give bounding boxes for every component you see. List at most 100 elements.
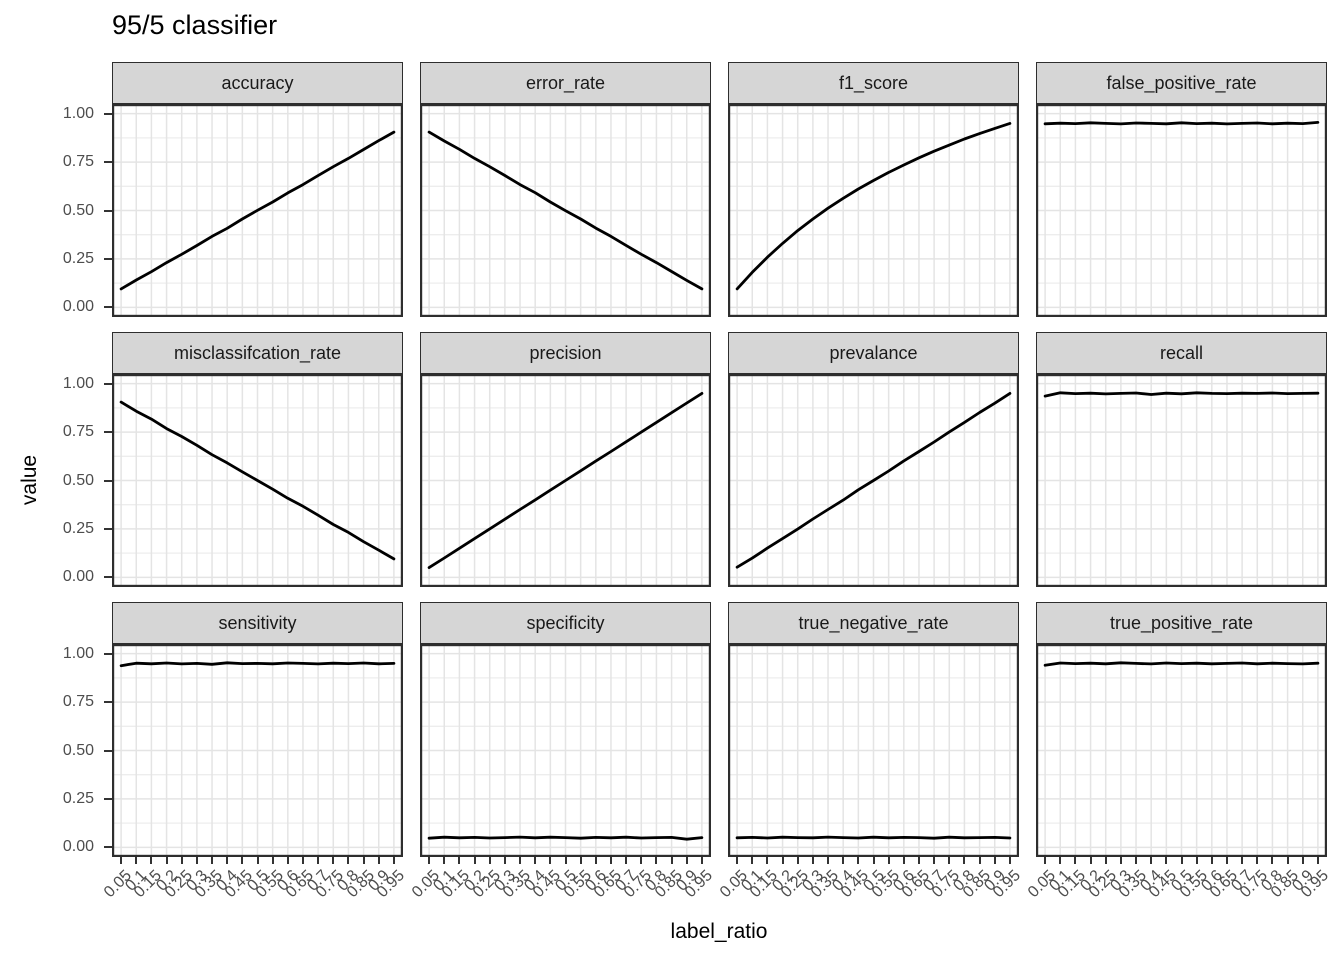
x-tick-mark <box>443 857 446 864</box>
x-tick-mark <box>301 857 304 864</box>
x-tick-mark <box>473 857 476 864</box>
y-tick-mark <box>104 431 112 434</box>
x-tick-mark <box>150 857 153 864</box>
x-tick-mark <box>796 857 799 864</box>
line-f1_score <box>735 121 1012 291</box>
y-tick-label: 0.00 <box>62 298 94 316</box>
y-tick-label: 0.50 <box>62 471 94 489</box>
facet-precision: precision <box>420 332 711 587</box>
y-tick-label: 1.00 <box>62 644 94 662</box>
line-error_rate <box>427 130 704 291</box>
x-tick-mark <box>1241 857 1244 864</box>
x-tick-mark <box>1165 857 1168 864</box>
facet-strip-label: false_positive_rate <box>1106 72 1257 93</box>
facet-panel-prevalance <box>728 374 1019 587</box>
y-tick-label: 0.75 <box>62 693 94 711</box>
x-tick-mark <box>978 857 981 864</box>
x-tick-mark <box>1044 857 1047 864</box>
facet-accuracy: accuracy <box>112 62 403 317</box>
x-tick-mark <box>1301 857 1304 864</box>
x-tick-mark <box>736 857 739 864</box>
y-tick-label: 1.00 <box>62 374 94 392</box>
facet-strip: misclassifcation_rate <box>112 332 403 374</box>
y-tick-mark <box>104 257 112 260</box>
x-tick-mark <box>827 857 830 864</box>
x-tick-mark <box>1104 857 1107 864</box>
x-tick-mark <box>564 857 567 864</box>
y-tick-mark <box>104 382 112 385</box>
facet-strip: sensitivity <box>112 602 403 644</box>
facet-strip: true_negative_rate <box>728 602 1019 644</box>
facet-strip-label: specificity <box>526 612 605 633</box>
facet-specificity: specificity <box>420 602 711 857</box>
x-tick-mark <box>1210 857 1213 864</box>
facet-panel-specificity <box>420 644 711 857</box>
y-tick-mark <box>104 701 112 704</box>
x-tick-mark <box>1150 857 1153 864</box>
y-tick-mark <box>104 112 112 115</box>
x-tick-mark <box>609 857 612 864</box>
x-tick-mark <box>872 857 875 864</box>
x-tick-mark <box>933 857 936 864</box>
x-tick-mark <box>1059 857 1062 864</box>
y-tick-mark <box>104 527 112 530</box>
line-specificity <box>427 835 704 841</box>
y-tick-label: 0.75 <box>62 153 94 171</box>
x-tick-mark <box>700 857 703 864</box>
x-tick-mark <box>256 857 259 864</box>
y-tick-mark <box>104 209 112 212</box>
y-tick-label: 0.25 <box>62 249 94 267</box>
x-tick-mark <box>120 857 123 864</box>
line-recall <box>1043 391 1320 398</box>
facet-panel-misclassifcation_rate <box>112 374 403 587</box>
x-tick-mark <box>286 857 289 864</box>
facet-strip-label: recall <box>1159 342 1203 363</box>
x-tick-mark <box>751 857 754 864</box>
facet-strip-label: sensitivity <box>218 612 297 633</box>
x-tick-mark <box>887 857 890 864</box>
x-tick-mark <box>271 857 274 864</box>
facet-panel-false_positive_rate <box>1036 104 1327 317</box>
facet-strip: true_positive_rate <box>1036 602 1327 644</box>
y-tick-mark <box>104 749 112 752</box>
x-tick-mark <box>1195 857 1198 864</box>
x-tick-mark <box>428 857 431 864</box>
line-accuracy <box>119 130 396 291</box>
x-tick-mark <box>594 857 597 864</box>
facet-strip: error_rate <box>420 62 711 104</box>
x-tick-mark <box>1316 857 1319 864</box>
x-tick-mark <box>1256 857 1259 864</box>
x-tick-mark <box>766 857 769 864</box>
x-tick-mark <box>1008 857 1011 864</box>
facet-panel-accuracy <box>112 104 403 317</box>
x-tick-mark <box>963 857 966 864</box>
y-tick-label: 0.00 <box>62 568 94 586</box>
x-tick-mark <box>857 857 860 864</box>
line-true_negative_rate <box>735 835 1012 840</box>
x-tick-mark <box>1074 857 1077 864</box>
facet-strip: f1_score <box>728 62 1019 104</box>
facet-sensitivity: sensitivity <box>112 602 403 857</box>
x-tick-mark <box>195 857 198 864</box>
line-sensitivity <box>119 661 396 668</box>
facet-strip-label: precision <box>529 342 602 363</box>
y-tick-label: 1.00 <box>62 104 94 122</box>
x-tick-mark <box>781 857 784 864</box>
x-tick-mark <box>685 857 688 864</box>
x-tick-mark <box>902 857 905 864</box>
x-tick-mark <box>488 857 491 864</box>
facet-strip: precision <box>420 332 711 374</box>
facet-strip: prevalance <box>728 332 1019 374</box>
facet-recall: recall <box>1036 332 1327 587</box>
x-tick-mark <box>392 857 395 864</box>
x-tick-mark <box>1286 857 1289 864</box>
x-tick-mark <box>811 857 814 864</box>
x-tick-mark <box>993 857 996 864</box>
x-tick-mark <box>211 857 214 864</box>
facet-strip-label: error_rate <box>525 72 606 93</box>
x-tick-mark <box>1180 857 1183 864</box>
facet-strip-label: accuracy <box>221 72 294 93</box>
facet-error_rate: error_rate <box>420 62 711 317</box>
y-tick-mark <box>104 652 112 655</box>
